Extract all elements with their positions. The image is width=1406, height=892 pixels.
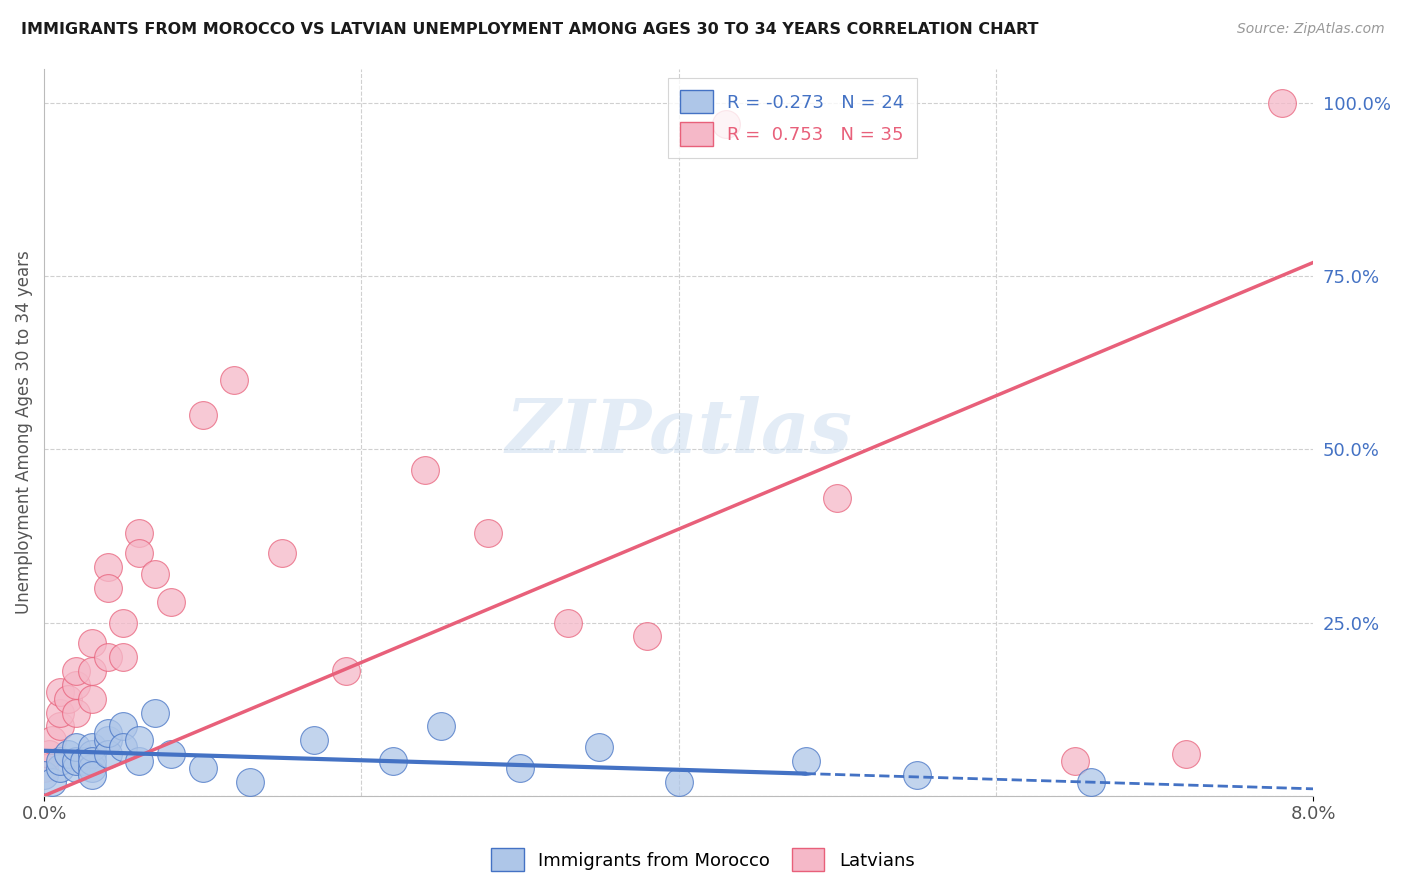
Point: [49, 754, 72, 768]
Point: [509, 761, 531, 775]
Point: [80, 768, 103, 782]
Point: [56, 691, 79, 706]
Point: [49, 719, 72, 733]
Point: [65, 761, 87, 775]
Point: [49, 761, 72, 775]
Point: [557, 615, 579, 630]
Point: [97, 747, 120, 762]
Point: [271, 546, 294, 560]
Point: [143, 706, 166, 720]
Text: Source: ZipAtlas.com: Source: ZipAtlas.com: [1237, 22, 1385, 37]
Point: [1175, 747, 1198, 762]
Point: [128, 733, 150, 747]
Point: [80, 636, 103, 650]
Point: [32, 761, 55, 775]
Point: [112, 615, 135, 630]
Point: [80, 747, 103, 762]
Point: [716, 117, 738, 131]
Point: [97, 650, 120, 665]
Point: [65, 678, 87, 692]
Point: [65, 754, 87, 768]
Point: [160, 747, 183, 762]
Point: [128, 546, 150, 560]
Point: [112, 650, 135, 665]
Point: [302, 733, 325, 747]
Point: [41, 775, 63, 789]
Point: [56, 747, 79, 762]
Point: [335, 664, 357, 678]
Point: [65, 706, 87, 720]
Point: [49, 685, 72, 699]
Point: [97, 581, 120, 595]
Point: [80, 754, 103, 768]
Point: [80, 740, 103, 755]
Point: [97, 726, 120, 740]
Point: [65, 664, 87, 678]
Point: [160, 595, 183, 609]
Point: [905, 768, 928, 782]
Point: [794, 754, 817, 768]
Point: [80, 691, 103, 706]
Point: [41, 733, 63, 747]
Point: [413, 463, 436, 477]
Point: [1270, 96, 1292, 111]
Point: [143, 567, 166, 582]
Point: [97, 733, 120, 747]
Point: [588, 740, 610, 755]
Point: [477, 525, 499, 540]
Legend: Immigrants from Morocco, Latvians: Immigrants from Morocco, Latvians: [484, 841, 922, 879]
Point: [191, 761, 214, 775]
Legend: R = -0.273   N = 24, R =  0.753   N = 35: R = -0.273 N = 24, R = 0.753 N = 35: [668, 78, 917, 158]
Text: ZIPatlas: ZIPatlas: [505, 396, 852, 468]
Point: [382, 754, 405, 768]
Point: [38, 747, 60, 762]
Point: [636, 630, 658, 644]
Point: [128, 754, 150, 768]
Point: [73, 754, 96, 768]
Point: [191, 408, 214, 422]
Point: [128, 525, 150, 540]
Point: [112, 719, 135, 733]
Point: [1064, 754, 1087, 768]
Point: [224, 373, 246, 387]
Point: [239, 775, 262, 789]
Point: [97, 560, 120, 574]
Point: [429, 719, 451, 733]
Point: [80, 761, 103, 775]
Point: [1080, 775, 1102, 789]
Y-axis label: Unemployment Among Ages 30 to 34 years: Unemployment Among Ages 30 to 34 years: [15, 251, 32, 614]
Point: [112, 740, 135, 755]
Point: [668, 775, 690, 789]
Point: [49, 706, 72, 720]
Point: [80, 664, 103, 678]
Text: IMMIGRANTS FROM MOROCCO VS LATVIAN UNEMPLOYMENT AMONG AGES 30 TO 34 YEARS CORREL: IMMIGRANTS FROM MOROCCO VS LATVIAN UNEMP…: [21, 22, 1039, 37]
Point: [827, 491, 849, 505]
Point: [65, 740, 87, 755]
Point: [32, 768, 55, 782]
